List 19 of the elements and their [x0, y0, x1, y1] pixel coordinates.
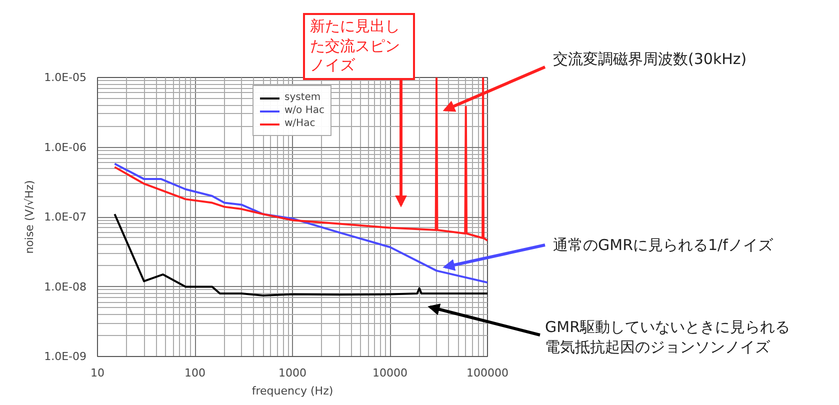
- legend-label: w/Hac: [284, 118, 316, 129]
- x-axis-title: frequency (Hz): [252, 384, 334, 398]
- text: 新たに見出した交流スピンノイズ: [303, 13, 415, 80]
- x-tick-label: 100000: [466, 366, 509, 380]
- x-tick-label: 100: [184, 366, 206, 380]
- x-tick-label: 10000: [372, 366, 408, 380]
- text: 交流変調磁界周波数(30kHz): [553, 49, 748, 70]
- y-tick-label: 1.0E-07: [44, 210, 87, 224]
- text: GMR駆動していないときに見られる電気抵抗起因のジョンソンノイズ: [545, 317, 790, 358]
- y-axis-title: noise (V/√Hz): [23, 180, 36, 254]
- y-tick-label: 1.0E-09: [44, 350, 87, 363]
- y-tick-label: 1.0E-06: [44, 140, 87, 154]
- y-tick-label: 1.0E-05: [44, 71, 87, 84]
- legend-label: w/o Hac: [284, 105, 324, 116]
- x-tick-label: 10: [90, 366, 104, 380]
- x-tick-label: 1000: [278, 366, 307, 380]
- text: 通常のGMRに見られる1/fノイズ: [553, 235, 774, 256]
- y-tick-label: 1.0E-08: [44, 280, 87, 294]
- legend-label: system: [284, 92, 321, 103]
